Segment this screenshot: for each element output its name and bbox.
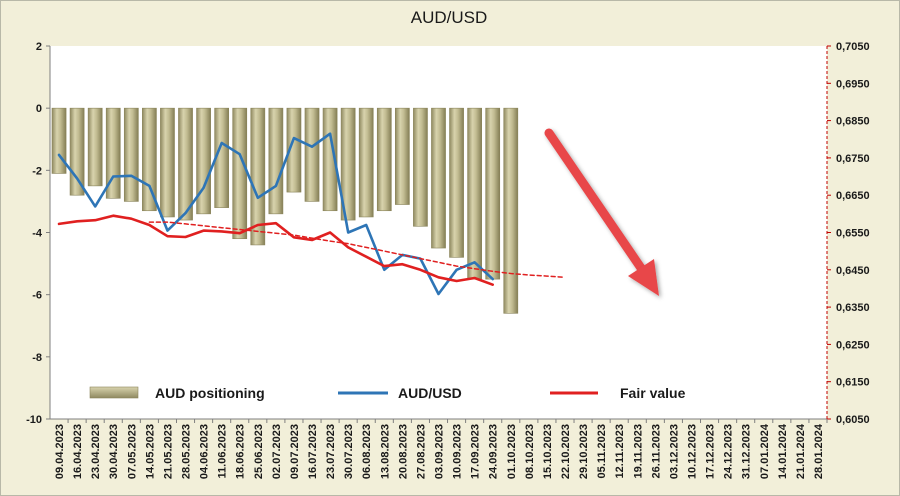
x-tick-label: 30.04.2023 xyxy=(108,424,120,479)
x-tick-label: 07.01.2024 xyxy=(759,423,771,479)
x-tick-label: 23.07.2023 xyxy=(325,424,337,479)
x-tick-label: 09.04.2023 xyxy=(54,424,66,479)
left-tick-label: -4 xyxy=(32,228,43,240)
left-tick-label: -2 xyxy=(32,165,42,177)
bar-mark xyxy=(286,107,302,193)
x-tick-label: 28.01.2024 xyxy=(813,423,825,479)
right-tick-label: 0,6450 xyxy=(836,265,870,277)
left-tick-label: -6 xyxy=(32,290,42,302)
bar-mark xyxy=(51,107,67,174)
right-tick-label: 0,6350 xyxy=(836,302,870,314)
x-tick-label: 03.12.2023 xyxy=(668,424,680,479)
x-tick-label: 26.11.2023 xyxy=(650,424,662,478)
x-tick-label: 02.07.2023 xyxy=(271,424,283,479)
bar-mark xyxy=(160,107,175,218)
x-tick-label: 04.06.2023 xyxy=(199,424,211,479)
x-tick-label: 16.07.2023 xyxy=(307,424,319,479)
x-tick-label: 09.07.2023 xyxy=(289,424,301,479)
x-tick-label: 11.06.2023 xyxy=(217,424,229,478)
chart-title: AUD/USD xyxy=(410,8,488,27)
left-tick-label: 0 xyxy=(36,103,42,115)
bar-mark xyxy=(431,107,446,249)
bar-mark xyxy=(268,107,284,215)
x-tick-label: 07.05.2023 xyxy=(126,424,138,479)
fair-value-trend-line xyxy=(148,221,566,279)
x-tick-label: 23.04.2023 xyxy=(90,424,102,479)
x-tick-label: 30.07.2023 xyxy=(343,424,355,479)
left-tick-label: -8 xyxy=(32,352,42,364)
right-tick-label: 0,6750 xyxy=(836,153,870,165)
bar-mark xyxy=(485,107,501,280)
bar-mark xyxy=(358,107,374,218)
x-tick-label: 03.09.2023 xyxy=(434,424,446,479)
bar-mark xyxy=(449,107,464,258)
x-tick-label: 19.11.2023 xyxy=(632,424,644,478)
x-tick-label: 31.12.2023 xyxy=(741,424,753,479)
x-tick-label: 17.09.2023 xyxy=(470,424,482,479)
x-tick-label: 14.05.2023 xyxy=(144,424,156,479)
x-tick-label: 14.01.2024 xyxy=(777,423,789,479)
bar-mark xyxy=(123,107,139,202)
x-tick-label: 01.10.2023 xyxy=(506,424,518,479)
x-tick-label: 08.10.2023 xyxy=(524,424,536,479)
right-tick-label: 0,6050 xyxy=(836,414,870,426)
bar-mark xyxy=(376,107,392,212)
x-tick-label: 29.10.2023 xyxy=(578,424,590,479)
right-tick-label: 0,6250 xyxy=(836,339,870,351)
trend-arrow-head xyxy=(628,259,659,296)
bar-mark xyxy=(503,107,519,314)
bar-mark xyxy=(87,107,103,187)
bar-mark xyxy=(69,107,85,196)
bar-mark xyxy=(340,107,356,221)
bar-mark xyxy=(250,107,266,246)
legend-label-audusd: AUD/USD xyxy=(398,385,462,401)
right-tick-label: 0,6850 xyxy=(836,116,870,128)
x-tick-label: 05.11.2023 xyxy=(596,424,608,478)
bar-mark xyxy=(178,107,193,221)
x-tick-label: 06.08.2023 xyxy=(361,424,373,479)
x-tick-label: 18.06.2023 xyxy=(235,424,247,479)
right-tick-label: 0,6950 xyxy=(836,78,870,90)
left-tick-label: 2 xyxy=(36,41,42,53)
x-tick-label: 20.08.2023 xyxy=(397,424,409,479)
legend-swatch-positioning xyxy=(89,386,139,399)
bar-mark xyxy=(322,107,338,212)
bar-mark xyxy=(395,107,410,205)
bar-mark xyxy=(196,107,211,215)
bar-mark xyxy=(413,107,428,227)
bar-mark xyxy=(232,107,248,240)
left-tick-label: -10 xyxy=(26,414,42,426)
x-tick-label: 10.09.2023 xyxy=(452,424,464,479)
right-tick-label: 0,7050 xyxy=(836,41,870,53)
x-tick-label: 24.12.2023 xyxy=(723,424,735,479)
x-tick-label: 24.09.2023 xyxy=(488,424,500,479)
x-tick-label: 17.12.2023 xyxy=(705,424,717,479)
bar-mark xyxy=(304,107,320,202)
x-tick-label: 10.12.2023 xyxy=(686,424,698,479)
x-tick-label: 27.08.2023 xyxy=(415,424,427,479)
x-tick-label: 15.10.2023 xyxy=(542,424,554,479)
legend-label-fair-value: Fair value xyxy=(620,385,686,401)
trend-arrow-shaft xyxy=(544,128,646,273)
x-tick-label: 22.10.2023 xyxy=(560,424,572,479)
x-tick-label: 12.11.2023 xyxy=(614,424,626,478)
x-tick-label: 13.08.2023 xyxy=(379,424,391,479)
right-tick-label: 0,6650 xyxy=(836,190,870,202)
x-tick-label: 21.01.2024 xyxy=(795,423,807,479)
x-tick-label: 25.06.2023 xyxy=(253,424,265,479)
x-tick-label: 21.05.2023 xyxy=(162,424,174,479)
right-tick-label: 0,6550 xyxy=(836,228,870,240)
x-tick-label: 28.05.2023 xyxy=(181,424,193,479)
fair-value-line xyxy=(57,214,494,286)
legend-label-positioning: AUD positioning xyxy=(155,385,265,401)
bar-mark xyxy=(467,107,482,280)
x-tick-label: 16.04.2023 xyxy=(72,424,84,479)
right-tick-label: 0,6150 xyxy=(836,377,870,389)
